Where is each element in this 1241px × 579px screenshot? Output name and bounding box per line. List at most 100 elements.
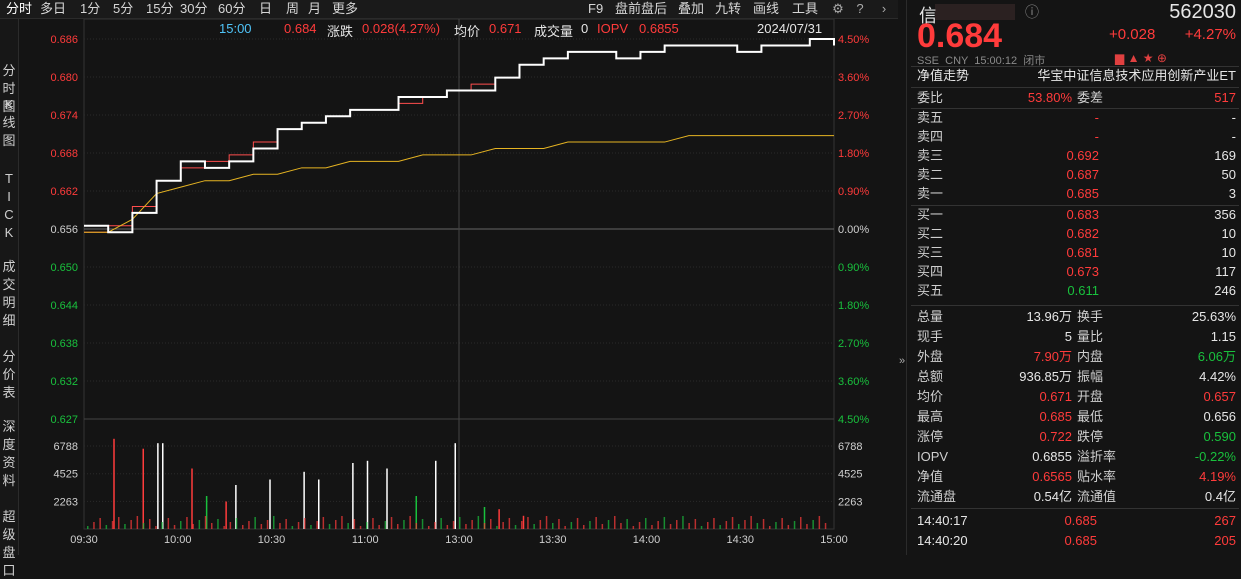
tab-4[interactable]: 15分 bbox=[146, 1, 174, 16]
bid-level[interactable]: 买二 0.682 10 bbox=[907, 224, 1241, 244]
volume-bar bbox=[260, 524, 263, 529]
price-tick-left: 0.650 bbox=[50, 262, 78, 274]
volume-bar bbox=[719, 525, 721, 529]
stat-label: 最低 bbox=[1077, 409, 1104, 424]
price-tick-right: 2.70% bbox=[838, 338, 869, 350]
info-icon[interactable]: ⓘ bbox=[1025, 4, 1039, 20]
stat-row: 流通盘 0.54亿 流通值 0.4亿 bbox=[907, 487, 1241, 507]
volume-bar bbox=[316, 521, 318, 529]
volume-bar bbox=[527, 517, 529, 529]
help-icon[interactable]: ? bbox=[856, 1, 864, 16]
collapse-icon[interactable]: » bbox=[899, 355, 906, 367]
vertical-tab-char: 细 bbox=[2, 313, 16, 328]
tool-tab-1[interactable]: 盘前盘后 bbox=[615, 1, 668, 16]
volume-bar bbox=[303, 471, 305, 529]
volume-bar bbox=[341, 516, 343, 529]
tab-3[interactable]: 5分 bbox=[113, 1, 134, 16]
volume-bar bbox=[440, 518, 442, 529]
volume-bar bbox=[266, 520, 269, 529]
bid-level[interactable]: 买一 0.683 356 bbox=[907, 205, 1241, 225]
price-tick-right: 2.70% bbox=[838, 110, 869, 122]
tab-10[interactable]: 更多 bbox=[332, 1, 359, 16]
volume-bar bbox=[390, 517, 393, 529]
ask-level[interactable]: 卖四 - - bbox=[907, 127, 1241, 147]
vertical-tab-char: 盘 bbox=[2, 545, 16, 560]
stat-label: 外盘 bbox=[917, 349, 944, 364]
tab-6[interactable]: 60分 bbox=[218, 1, 246, 16]
vertical-tab-char: 料 bbox=[2, 473, 16, 488]
stat-value: 0.590 bbox=[1203, 429, 1236, 444]
volume-bar bbox=[191, 468, 193, 529]
bid-level[interactable]: 买五 0.611 246 bbox=[907, 281, 1241, 301]
volume-bar bbox=[750, 516, 752, 529]
stat-value: 0.722 bbox=[1039, 429, 1072, 444]
nav-row[interactable]: 净值走势 华宝中证信息技术应用创新产业ET bbox=[907, 66, 1241, 86]
panel-icons[interactable]: ▆ ▲ ★ ⊕ bbox=[1115, 51, 1167, 65]
level-label: 卖一 bbox=[917, 186, 944, 201]
ask-level[interactable]: 卖五 - - bbox=[907, 108, 1241, 128]
time-tick: 13:00 bbox=[445, 534, 473, 546]
volume-bar bbox=[173, 525, 176, 529]
gear-icon[interactable]: ⚙ bbox=[832, 1, 844, 16]
stat-value: 4.42% bbox=[1199, 369, 1236, 384]
tab-5[interactable]: 30分 bbox=[180, 1, 208, 16]
tool-tab-5[interactable]: 工具 bbox=[792, 1, 819, 16]
intraday-chart[interactable]: 0.686 0.680 0.674 0.668 0.662 0.656 0.650 0.644… bbox=[19, 19, 898, 555]
stat-row: 外盘 7.90万 内盘 6.06万 bbox=[907, 347, 1241, 367]
volume-bar bbox=[211, 523, 213, 529]
tool-tab-2[interactable]: 叠加 bbox=[678, 1, 705, 16]
volume-bar bbox=[225, 501, 227, 529]
tab-0[interactable]: 分时 bbox=[6, 1, 33, 16]
stat-value: 0.685 bbox=[1039, 409, 1072, 424]
volume-bar bbox=[806, 524, 808, 529]
tab-9[interactable]: 月 bbox=[308, 1, 322, 16]
bid-level[interactable]: 买四 0.673 117 bbox=[907, 262, 1241, 282]
volume-tick-right: 6788 bbox=[838, 441, 862, 453]
tool-tab-3[interactable]: 九转 bbox=[715, 1, 742, 16]
tab-8[interactable]: 周 bbox=[286, 1, 300, 16]
tab-1[interactable]: 多日 bbox=[40, 1, 67, 16]
volume-bar bbox=[514, 525, 517, 529]
volume-bar bbox=[521, 521, 523, 529]
change-percent: +4.27% bbox=[1184, 26, 1236, 43]
level-label: 买一 bbox=[917, 207, 944, 222]
tab-7[interactable]: 日 bbox=[259, 1, 273, 16]
stat-value: 7.90万 bbox=[1033, 349, 1072, 364]
volume-bar bbox=[186, 517, 188, 529]
weicha-label: 委差 bbox=[1077, 90, 1104, 105]
volume-bar bbox=[601, 524, 604, 529]
volume-bar bbox=[490, 519, 492, 529]
volume-bar bbox=[676, 520, 678, 529]
tool-tab-4[interactable]: 画线 bbox=[753, 1, 780, 16]
ask-level[interactable]: 卖三 0.692 169 bbox=[907, 146, 1241, 166]
volume-bar bbox=[533, 524, 535, 529]
vertical-tab-char: T bbox=[5, 171, 13, 186]
chevron-right-icon[interactable]: › bbox=[881, 1, 887, 16]
volume-tick-left: 4525 bbox=[54, 469, 78, 481]
level-label: 买二 bbox=[917, 226, 944, 241]
tab-2[interactable]: 1分 bbox=[80, 1, 101, 16]
volume-bar bbox=[435, 460, 437, 529]
price-tick-right: 4.50% bbox=[838, 414, 869, 426]
header-avg-value: 0.671 bbox=[489, 21, 522, 36]
stat-label: 跌停 bbox=[1077, 429, 1104, 444]
volume-bar bbox=[136, 516, 139, 529]
ask-level[interactable]: 卖二 0.687 50 bbox=[907, 165, 1241, 185]
price-tick-left: 0.686 bbox=[50, 34, 78, 46]
volume-bar bbox=[366, 460, 369, 529]
price-series-line bbox=[84, 38, 835, 234]
ask-level[interactable]: 卖一 0.685 3 bbox=[907, 184, 1241, 204]
bid-level[interactable]: 买三 0.681 10 bbox=[907, 243, 1241, 263]
tick-row: 14:40:20 0.685 205 bbox=[907, 531, 1241, 551]
chart-toolbar: 分时 多日 1分 5分 15分 30分 60分日周月更多 F9 盘前盘后 叠加 九转 画线 工具 ⚙ … bbox=[0, 0, 898, 19]
volume-bar bbox=[446, 525, 449, 529]
stat-value: 0.671 bbox=[1039, 389, 1072, 404]
volume-bar bbox=[688, 523, 690, 529]
volume-bar bbox=[328, 524, 331, 529]
volume-bar bbox=[498, 509, 500, 529]
level-price: 0.682 bbox=[1066, 226, 1099, 241]
volume-tick-right: 4525 bbox=[838, 469, 862, 481]
volume-bar bbox=[539, 520, 542, 529]
tool-tab-0[interactable]: F9 bbox=[588, 1, 604, 16]
